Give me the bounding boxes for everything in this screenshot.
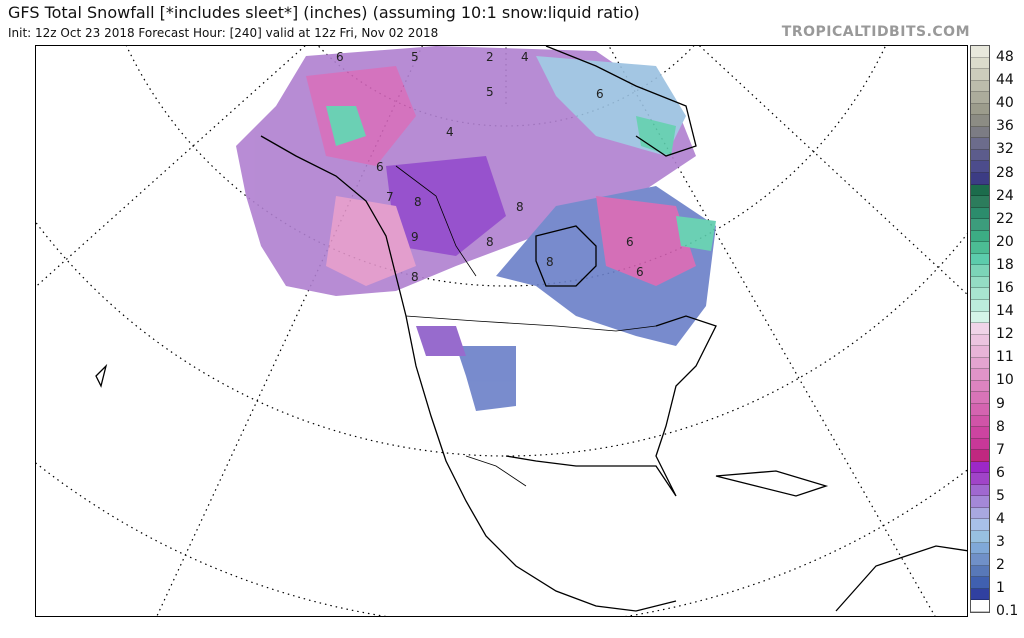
- colorbar-bin: [971, 530, 989, 543]
- contour-label: 6: [626, 235, 634, 249]
- colorbar-bin: [971, 115, 989, 127]
- colorbar-bin: [971, 450, 989, 462]
- colorbar-bin: [971, 461, 989, 474]
- colorbar-label: 10: [996, 372, 1014, 389]
- colorbar-bin: [971, 577, 989, 589]
- colorbar-label: 7: [996, 441, 1005, 458]
- colorbar-bin: [971, 334, 989, 347]
- colorbar-label: 9: [996, 395, 1005, 412]
- colorbar-label: 40: [996, 95, 1014, 112]
- snow-shading: [236, 46, 716, 411]
- contour-label: 5: [411, 50, 419, 64]
- colorbar-bin: [971, 473, 989, 485]
- colorbar-bin: [971, 57, 989, 70]
- contour-label: 8: [516, 200, 524, 214]
- colorbar-bin: [971, 380, 989, 393]
- colorbar-bin: [971, 554, 989, 566]
- colorbar: [970, 45, 990, 613]
- colorbar-label: 3: [996, 534, 1005, 551]
- coastlines: [95, 46, 967, 612]
- colorbar-bin: [971, 403, 989, 416]
- contour-label: 6: [636, 265, 644, 279]
- colorbar-label: 18: [996, 256, 1014, 273]
- contour-label: 5: [486, 85, 494, 99]
- colorbar-bin: [971, 149, 989, 162]
- colorbar-label: 11: [996, 349, 1014, 366]
- colorbar-label: 32: [996, 141, 1014, 158]
- map-subtitle: Init: 12z Oct 23 2018 Forecast Hour: [24…: [8, 26, 439, 40]
- colorbar-bin: [971, 542, 989, 555]
- borders: [395, 165, 657, 487]
- colorbar-bin: [971, 207, 989, 220]
- colorbar-bin: [971, 588, 989, 601]
- colorbar-label: 28: [996, 164, 1014, 181]
- colorbar-bin: [971, 103, 989, 116]
- snowfall-map: 6 5 2 4 6 5 4 6 7 8 8 9 8 6 8 8 6: [35, 45, 968, 617]
- colorbar-bin: [971, 484, 989, 497]
- colorbar-bin: [971, 427, 989, 439]
- colorbar-bin: [971, 600, 989, 612]
- contour-label: 4: [446, 125, 454, 139]
- colorbar-label: 2: [996, 557, 1005, 574]
- colorbar-bin: [971, 69, 989, 81]
- colorbar-label: 6: [996, 464, 1005, 481]
- colorbar-bin: [971, 161, 989, 174]
- colorbar-label: 22: [996, 210, 1014, 227]
- contour-label: 4: [521, 50, 529, 64]
- colorbar-bin: [971, 496, 989, 508]
- colorbar-bin: [971, 288, 989, 301]
- colorbar-label: 4: [996, 511, 1005, 528]
- colorbar-bin: [971, 311, 989, 324]
- colorbar-label: 8: [996, 418, 1005, 435]
- colorbar-bin: [971, 415, 989, 428]
- colorbar-label: 0.1: [996, 603, 1019, 620]
- colorbar-label: 12: [996, 326, 1014, 343]
- colorbar-bin: [971, 357, 989, 370]
- colorbar-bin: [971, 138, 989, 150]
- colorbar-label: 36: [996, 118, 1014, 135]
- colorbar-bin: [971, 253, 989, 266]
- colorbar-bin: [971, 126, 989, 139]
- colorbar-bin: [971, 507, 989, 520]
- colorbar-label: 5: [996, 487, 1005, 504]
- colorbar-bin: [971, 346, 989, 358]
- colorbar-bin: [971, 438, 989, 451]
- contour-label: 8: [546, 255, 554, 269]
- colorbar-bin: [971, 92, 989, 104]
- contour-label: 6: [336, 50, 344, 64]
- contour-label: 7: [386, 190, 394, 204]
- colorbar-label: 16: [996, 280, 1014, 297]
- colorbar-label: 14: [996, 303, 1014, 320]
- colorbar-bin: [971, 519, 989, 531]
- colorbar-label: 1: [996, 580, 1005, 597]
- colorbar-label: 48: [996, 49, 1014, 65]
- colorbar-bin: [971, 565, 989, 578]
- contour-label: 9: [411, 230, 419, 244]
- colorbar-bin: [971, 242, 989, 254]
- colorbar-bin: [971, 265, 989, 277]
- contour-label: 8: [414, 195, 422, 209]
- colorbar-bin: [971, 46, 989, 58]
- contour-label: 6: [596, 87, 604, 101]
- map-title: GFS Total Snowfall [*includes sleet*] (i…: [8, 3, 640, 22]
- contour-label: 6: [376, 160, 384, 174]
- colorbar-bin: [971, 230, 989, 243]
- colorbar-bin: [971, 369, 989, 381]
- colorbar-bin: [971, 184, 989, 197]
- colorbar-bin: [971, 196, 989, 208]
- colorbar-label: 24: [996, 187, 1014, 204]
- contour-label: 2: [486, 50, 494, 64]
- colorbar-bin: [971, 392, 989, 404]
- colorbar-bin: [971, 323, 989, 335]
- colorbar-bin: [971, 80, 989, 93]
- contour-label: 8: [486, 235, 494, 249]
- colorbar-bin: [971, 173, 989, 185]
- colorbar-label: 20: [996, 233, 1014, 250]
- colorbar-label: 44: [996, 72, 1014, 89]
- colorbar-bin: [971, 219, 989, 231]
- colorbar-bin: [971, 300, 989, 312]
- colorbar-bin: [971, 276, 989, 289]
- brand-watermark: TROPICALTIDBITS.COM: [781, 24, 970, 40]
- contour-label: 8: [411, 270, 419, 284]
